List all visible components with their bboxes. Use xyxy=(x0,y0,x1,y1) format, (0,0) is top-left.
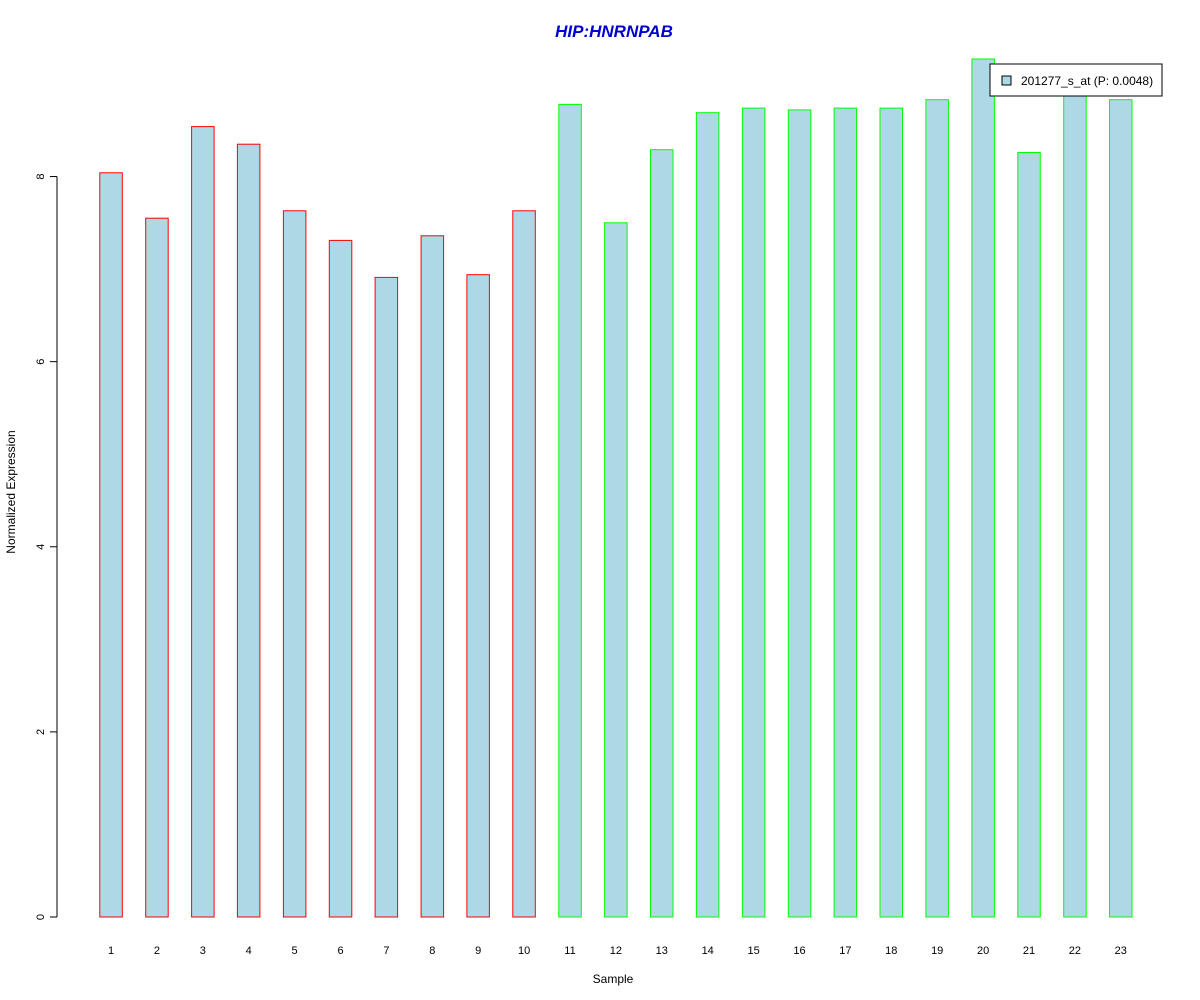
x-tick-label: 13 xyxy=(656,945,668,957)
y-tick-label: 8 xyxy=(35,173,47,179)
bar-sample-13 xyxy=(650,149,674,918)
bar-sample-2 xyxy=(145,217,169,918)
x-tick-label: 2 xyxy=(154,945,160,957)
bar-sample-9 xyxy=(466,274,490,918)
bar-sample-23 xyxy=(1109,99,1133,918)
y-tick-label: 0 xyxy=(35,914,47,920)
x-tick-label: 23 xyxy=(1115,945,1127,957)
bars xyxy=(99,58,1133,918)
x-tick-label: 18 xyxy=(885,945,897,957)
x-tick-label: 5 xyxy=(292,945,298,957)
bar-sample-22 xyxy=(1063,93,1087,918)
x-tick-label: 21 xyxy=(1023,945,1035,957)
x-tick-label: 20 xyxy=(977,945,989,957)
bar-sample-21 xyxy=(1017,152,1041,918)
bar-sample-7 xyxy=(374,276,399,918)
x-tick-label: 1 xyxy=(108,945,114,957)
bar-sample-12 xyxy=(604,222,628,918)
bar-sample-15 xyxy=(741,107,766,918)
x-tick-label: 15 xyxy=(747,945,759,957)
x-tick-label: 8 xyxy=(429,945,435,957)
y-axis: 0 2 4 6 8 xyxy=(35,173,58,920)
legend-label: 201277_s_at (P: 0.0048) xyxy=(1021,74,1153,88)
y-axis-label: Normalized Expression xyxy=(4,430,18,553)
x-tick-label: 14 xyxy=(702,945,714,957)
x-tick-label: 3 xyxy=(200,945,206,957)
bar-sample-19 xyxy=(925,99,949,918)
x-tick-label: 17 xyxy=(839,945,851,957)
y-tick-label: 4 xyxy=(35,544,47,550)
bar-sample-18 xyxy=(879,107,903,918)
legend: 201277_s_at (P: 0.0048) xyxy=(989,63,1163,97)
bar-sample-3 xyxy=(191,126,215,918)
x-tick-label: 16 xyxy=(793,945,805,957)
y-tick-label: 6 xyxy=(35,359,47,365)
x-tick-label: 11 xyxy=(564,945,575,957)
legend-swatch xyxy=(1001,75,1012,86)
bar-sample-6 xyxy=(328,239,353,918)
bar-sample-11 xyxy=(558,103,582,918)
x-axis-label: Sample xyxy=(593,972,634,986)
bar-sample-4 xyxy=(236,143,261,918)
chart-title: HIP:HNRNPAB xyxy=(555,22,673,41)
bar-sample-10 xyxy=(512,210,536,918)
x-tick-label: 4 xyxy=(246,945,252,957)
bar-sample-16 xyxy=(787,109,812,918)
bar-sample-5 xyxy=(282,210,307,918)
x-tick-label: 12 xyxy=(610,945,622,957)
x-tick-label: 9 xyxy=(475,945,481,957)
bar-sample-8 xyxy=(420,235,445,918)
legend-box xyxy=(989,63,1163,97)
bar-sample-1 xyxy=(99,172,123,918)
bar-sample-14 xyxy=(695,112,720,918)
x-axis-ticks: 1 2 3 4 5 6 7 8 9 10 11 12 13 14 15 16 17 18 19 20 21 22 23 xyxy=(108,945,1127,957)
x-tick-label: 7 xyxy=(383,945,389,957)
bar-sample-17 xyxy=(833,107,858,918)
y-tick-label: 2 xyxy=(35,729,47,735)
x-tick-label: 6 xyxy=(337,945,343,957)
x-tick-label: 22 xyxy=(1069,945,1081,957)
x-tick-label: 10 xyxy=(518,945,530,957)
x-tick-label: 19 xyxy=(931,945,943,957)
bar-sample-20 xyxy=(971,58,995,918)
